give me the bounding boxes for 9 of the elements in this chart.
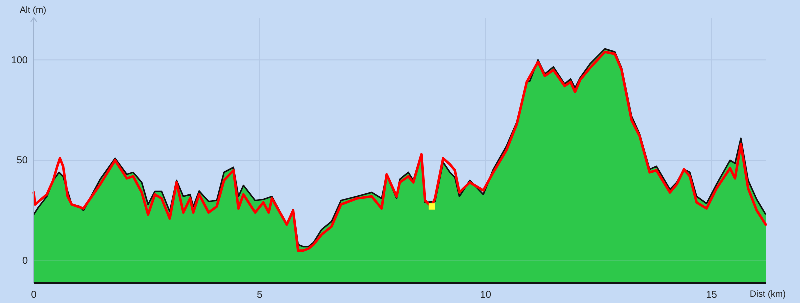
x-tick-label: 5: [257, 290, 264, 302]
x-axis-title: Dist (km): [750, 289, 786, 299]
y-tick-label: 50: [16, 156, 28, 167]
y-tick-label: 100: [11, 55, 28, 66]
x-tick-label: 0: [31, 290, 38, 302]
x-tick-label: 10: [480, 290, 492, 302]
y-axis-title: Alt (m): [20, 5, 46, 15]
y-tick-label: 0: [22, 256, 28, 268]
x-tick-label: 15: [706, 290, 718, 302]
